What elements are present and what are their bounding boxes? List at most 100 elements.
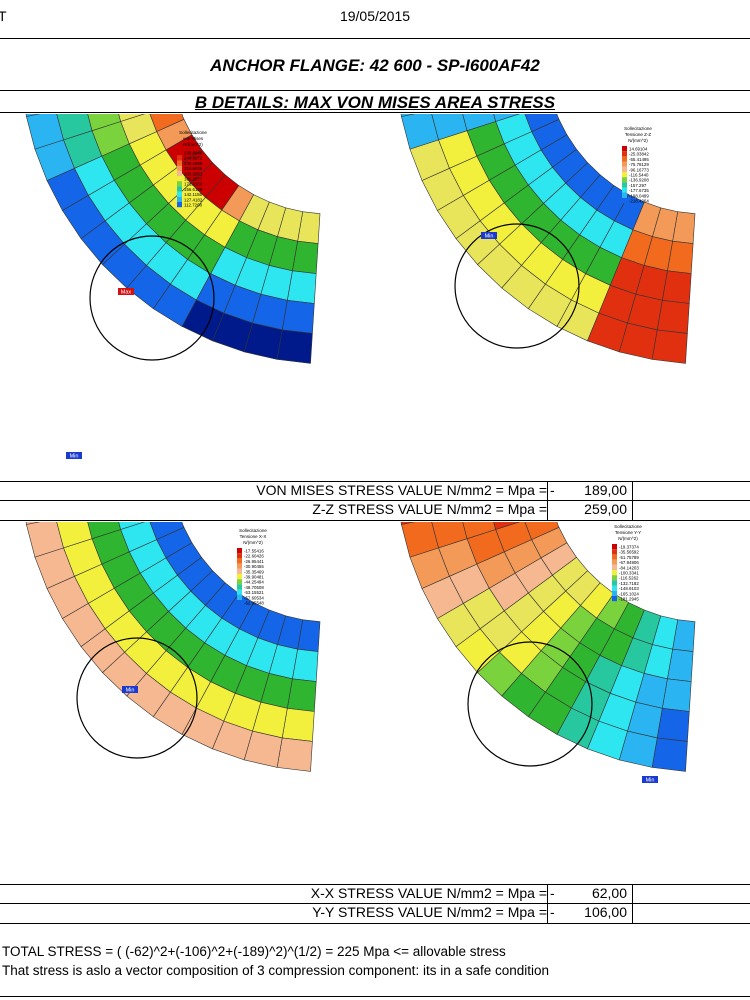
row-value: 62,00 [591,885,627,901]
legend-swatch [237,584,242,590]
legend-title: Sollecitazione [239,528,267,533]
table-cell-border [547,481,548,520]
legend-swatch [622,166,627,172]
legend-value: 244.8972 [184,156,203,161]
legend-value: -22.60426 [244,554,264,559]
mesh [400,114,696,364]
mesh-element [149,522,185,541]
divider [0,90,750,91]
mesh [25,114,321,364]
extreme-marker: Min [122,686,138,694]
total-stress-formula: TOTAL STRESS = ( (-62)^2+(-106)^2+(-189)… [2,944,506,959]
row-label: Z-Z STRESS VALUE N/mm2 = Mpa = [312,501,547,517]
mesh [400,522,696,772]
legend-swatch [237,563,242,569]
legend-swatch [177,150,182,156]
legend-swatch [612,590,617,596]
table-border [0,884,750,885]
mesh-element [462,114,496,132]
legend-title: N/(mm^2) [628,138,648,143]
mesh-element [400,522,415,525]
row-label: VON MISES STRESS VALUE N/mm2 = Mpa = [256,482,547,498]
mesh-element [493,522,520,530]
legend-value: -26.95441 [244,559,264,564]
legend-title: N/(mm^2) [618,536,638,541]
legend-value: 142.1155 [184,192,203,197]
legend-swatch [237,589,242,595]
mesh-element [524,522,560,541]
mesh-element [87,522,121,540]
legend-value: -19.37374 [619,545,639,550]
divider [0,38,750,39]
row-label: X-X STRESS VALUE N/mm2 = Mpa = [310,885,547,901]
legend-swatch [237,568,242,574]
legend-value: -177.6735 [629,188,649,193]
legend-swatch [177,170,182,176]
mesh-element [651,329,688,364]
legend-value: 156.6129 [184,187,203,192]
legend-value: -84.14203 [619,565,639,570]
table-border [0,923,750,924]
detail-circle [89,235,215,361]
table-border [0,500,750,501]
legend-value: -51.75789 [619,555,639,560]
table-border [0,481,750,482]
header-date: 19/05/2015 [339,8,411,24]
legend-value: -35.56592 [619,550,639,555]
detail-circle [467,641,593,767]
legend-value: 200.9051 [184,171,203,176]
legend-swatch [237,553,242,559]
mesh-element [656,707,690,742]
table-cell-border [547,884,548,923]
mesh-element [118,522,145,530]
legend-value: -75.78129 [629,162,649,167]
document-title: ANCHOR FLANGE: 42 600 - SP-I600AF42 [210,56,540,75]
divider [0,112,750,113]
divider [0,996,750,997]
legend-title: Tensione Z-Z [625,132,652,137]
legend-value: -132.7182 [619,581,639,586]
mesh-element [56,522,93,549]
legend-swatch [612,544,617,550]
legend-title: Sollecitazione [614,524,642,529]
mesh-element [431,522,468,549]
mesh-element [149,114,185,133]
legend-swatch [237,594,242,600]
table-cell-border [632,481,633,520]
mesh-element [281,707,315,742]
marker-label: Min [70,454,79,460]
legend-swatch [622,198,627,204]
mesh-element [524,114,560,133]
mesh-element [25,522,40,525]
legend-swatch [177,155,182,161]
legend-value: -67.94906 [619,560,639,565]
mesh-element [56,114,93,141]
extreme-marker: Max [118,288,134,296]
detail-circle [76,637,198,759]
legend-swatch [622,146,627,152]
legend-swatch [612,549,617,555]
legend-value: 127.4182 [184,197,203,202]
legend-swatch [177,160,182,166]
legend-swatch [622,156,627,162]
legend-value: -136.9208 [629,178,649,183]
legend-value: -57.60534 [244,595,264,600]
legend-value: -96.16773 [629,167,649,172]
mesh-element [431,114,468,141]
legend-value: 258.8946 [184,151,203,156]
legend-swatch [177,181,182,187]
legend-swatch [622,187,627,193]
mesh-element [651,737,688,772]
legend-title: Sollecitazione [179,130,207,135]
legend-title: von Mises [183,136,204,141]
legend-value: -17.55416 [244,549,264,554]
legend-value: 185.2077 [184,177,203,182]
legend-value: -148.9103 [619,586,639,591]
legend-swatch [622,172,627,178]
legend-swatch [622,151,627,157]
legend-swatch [177,176,182,182]
legend-swatch [622,161,627,167]
